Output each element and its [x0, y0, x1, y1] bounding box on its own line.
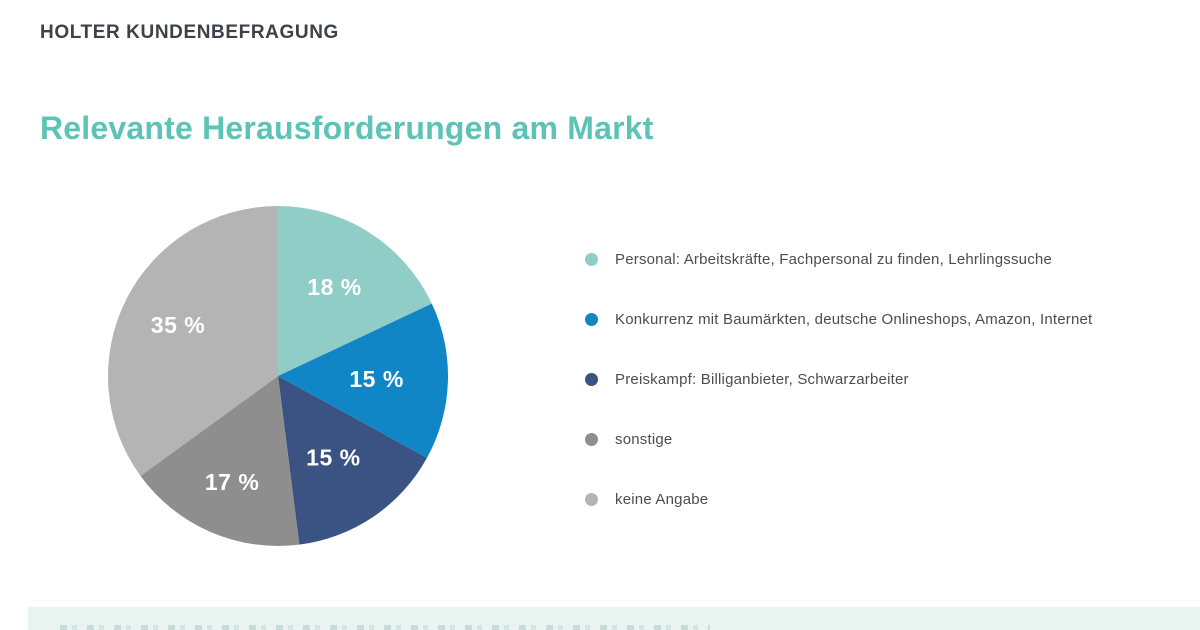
- pie-slice-value-label: 15 %: [349, 366, 403, 392]
- legend-item: Preiskampf: Billiganbieter, Schwarzarbei…: [585, 369, 1092, 389]
- legend-swatch: [585, 372, 598, 386]
- pie-slice: [278, 303, 448, 458]
- legend-swatch: [585, 252, 598, 266]
- footer-caption-cutoff: [60, 625, 710, 630]
- legend-label: keine Angabe: [615, 490, 709, 508]
- legend-label: sonstige: [615, 430, 673, 448]
- pie-slice: [278, 206, 432, 376]
- legend: Personal: Arbeitskräfte, Fachpersonal zu…: [585, 249, 1092, 509]
- legend-item: Personal: Arbeitskräfte, Fachpersonal zu…: [585, 249, 1092, 269]
- legend-label: Konkurrenz mit Baumärkten, deutsche Onli…: [615, 310, 1093, 328]
- pie-slice-value-label: 18 %: [307, 274, 361, 300]
- pie-slice-value-label: 35 %: [151, 312, 205, 338]
- legend-item: Konkurrenz mit Baumärkten, deutsche Onli…: [585, 309, 1092, 329]
- pie-slice-value-label: 15 %: [306, 445, 360, 471]
- pie-chart: 18 % 15 % 15 % 17 % 35 %: [108, 206, 448, 547]
- legend-label: Personal: Arbeitskräfte, Fachpersonal zu…: [615, 250, 1053, 268]
- footer-bar: [28, 607, 1200, 630]
- legend-swatch: [585, 312, 598, 326]
- pie-slice: [140, 376, 300, 547]
- legend-swatch: [585, 492, 598, 506]
- legend-item: sonstige: [585, 429, 1092, 449]
- legend-item: keine Angabe: [585, 489, 1092, 509]
- slide-header: HOLTER KUNDENBEFRAGUNG: [40, 22, 339, 43]
- pie-slice-value-label: 17 %: [205, 469, 259, 495]
- legend-swatch: [585, 432, 598, 446]
- legend-label: Preiskampf: Billiganbieter, Schwarzarbei…: [615, 370, 909, 388]
- page-title: Relevante Herausforderungen am Markt: [40, 110, 654, 146]
- pie-slice: [278, 376, 427, 545]
- pie-slice: [108, 206, 278, 476]
